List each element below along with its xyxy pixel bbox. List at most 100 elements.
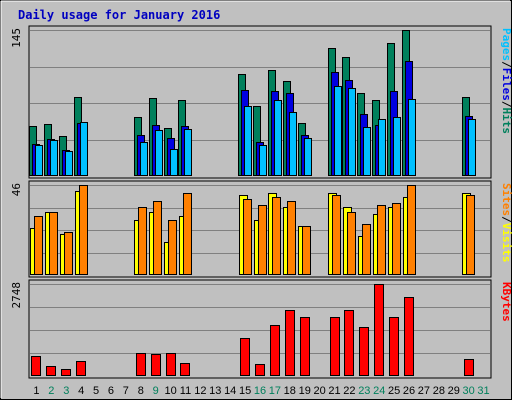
legend-entry: Files	[500, 68, 512, 101]
day-label-20: 20	[313, 385, 325, 397]
panel-hits-files-pages: 145 Pages/Files/Hits	[10, 25, 512, 179]
day-label-15: 15	[239, 385, 251, 397]
bar-sites-day-11	[183, 193, 192, 275]
day-label-29: 29	[448, 385, 460, 397]
bar-pages-day-23	[363, 127, 371, 176]
bar-kbytes-day-1	[31, 356, 41, 376]
bar-sites-day-19	[302, 226, 311, 275]
bar-sites-day-3	[64, 232, 73, 275]
day-label-2: 2	[48, 385, 54, 397]
bar-sites-day-21	[332, 195, 341, 275]
bar-sites-day-30	[466, 195, 475, 275]
bar-sites-day-15	[243, 199, 252, 275]
day-label-24: 24	[373, 385, 385, 397]
bar-pages-day-21	[334, 86, 342, 176]
bar-kbytes-day-3	[61, 369, 71, 376]
day-label-14: 14	[224, 385, 236, 397]
bar-kbytes-day-11	[180, 363, 190, 376]
bar-sites-day-23	[362, 224, 371, 275]
bar-kbytes-day-26	[404, 297, 414, 376]
bar-pages-day-25	[393, 117, 401, 176]
bar-pages-day-11	[184, 129, 192, 176]
panel-kbytes: 2748 KBytes	[10, 279, 512, 379]
day-label-19: 19	[299, 385, 311, 397]
bar-kbytes-day-18	[285, 310, 295, 376]
day-label-16: 16	[254, 385, 266, 397]
axis-max-label: 145	[10, 28, 23, 48]
day-label-10: 10	[164, 385, 176, 397]
bar-sites-day-4	[79, 185, 88, 275]
bar-sites-day-10	[168, 220, 177, 275]
legend-entry: KBytes	[500, 282, 512, 322]
bar-pages-day-10	[170, 149, 178, 176]
bar-sites-day-17	[272, 197, 281, 275]
day-label-7: 7	[123, 385, 129, 397]
panel-visits-sites: 46 Sites/Visits	[10, 180, 512, 278]
day-label-22: 22	[343, 385, 355, 397]
day-label-12: 12	[194, 385, 206, 397]
bar-pages-day-3	[65, 151, 73, 176]
bar-pages-day-30	[468, 119, 476, 176]
day-label-31: 31	[477, 385, 489, 397]
axis-max-label: 46	[10, 183, 23, 196]
bar-sites-day-18	[287, 201, 296, 275]
day-label-25: 25	[388, 385, 400, 397]
day-label-4: 4	[78, 385, 84, 397]
bar-pages-day-8	[140, 142, 148, 176]
bar-kbytes-day-22	[344, 310, 354, 376]
day-label-27: 27	[418, 385, 430, 397]
day-label-9: 9	[153, 385, 159, 397]
bar-pages-day-16	[259, 145, 267, 176]
bar-pages-day-15	[244, 106, 252, 176]
bar-kbytes-day-21	[330, 317, 340, 376]
bar-kbytes-day-9	[151, 354, 161, 376]
bar-sites-day-26	[407, 185, 416, 275]
legend-entry: /	[500, 61, 512, 68]
legend-entry: /	[500, 101, 512, 108]
legend-entry: /	[500, 216, 512, 223]
day-label-8: 8	[138, 385, 144, 397]
bar-pages-day-22	[348, 88, 356, 176]
bar-sites-day-9	[153, 201, 162, 275]
panel-legend: KBytes	[500, 282, 512, 322]
bar-pages-day-2	[50, 140, 58, 176]
bar-kbytes-day-25	[389, 317, 399, 376]
bar-sites-day-25	[392, 203, 401, 275]
bar-kbytes-day-15	[240, 338, 250, 376]
day-label-5: 5	[93, 385, 99, 397]
day-label-21: 21	[328, 385, 340, 397]
bar-pages-day-4	[80, 122, 88, 176]
day-label-1: 1	[33, 385, 39, 397]
bar-pages-day-18	[289, 112, 297, 176]
bar-sites-day-24	[377, 205, 386, 275]
bar-pages-day-19	[304, 138, 312, 176]
chart-title: Daily usage for January 2016	[18, 8, 220, 22]
bar-sites-day-2	[49, 212, 58, 275]
legend-entry: Hits	[500, 108, 512, 135]
day-label-11: 11	[180, 385, 191, 397]
bar-sites-day-8	[138, 207, 147, 275]
legend-entry: Sites	[500, 183, 512, 216]
panel-legend: Pages/Files/Hits	[500, 28, 512, 134]
day-label-23: 23	[358, 385, 370, 397]
bar-kbytes-day-17	[270, 325, 280, 376]
panel-plot-area	[28, 279, 492, 379]
day-label-13: 13	[209, 385, 221, 397]
panel-legend: Sites/Visits	[500, 183, 512, 263]
bar-sites-day-22	[347, 212, 356, 275]
day-label-18: 18	[284, 385, 296, 397]
bar-sites-day-1	[34, 216, 43, 275]
bar-kbytes-day-24	[374, 284, 384, 376]
bar-kbytes-day-30	[464, 359, 474, 376]
bar-kbytes-day-19	[300, 317, 310, 376]
day-label-3: 3	[63, 385, 69, 397]
day-label-28: 28	[433, 385, 445, 397]
day-label-26: 26	[403, 385, 415, 397]
bar-kbytes-day-2	[46, 366, 56, 376]
bar-pages-day-24	[378, 119, 386, 176]
bar-kbytes-day-23	[359, 327, 369, 376]
bar-sites-day-16	[258, 205, 267, 275]
bar-kbytes-day-10	[166, 353, 176, 376]
bar-kbytes-day-4	[76, 361, 86, 376]
